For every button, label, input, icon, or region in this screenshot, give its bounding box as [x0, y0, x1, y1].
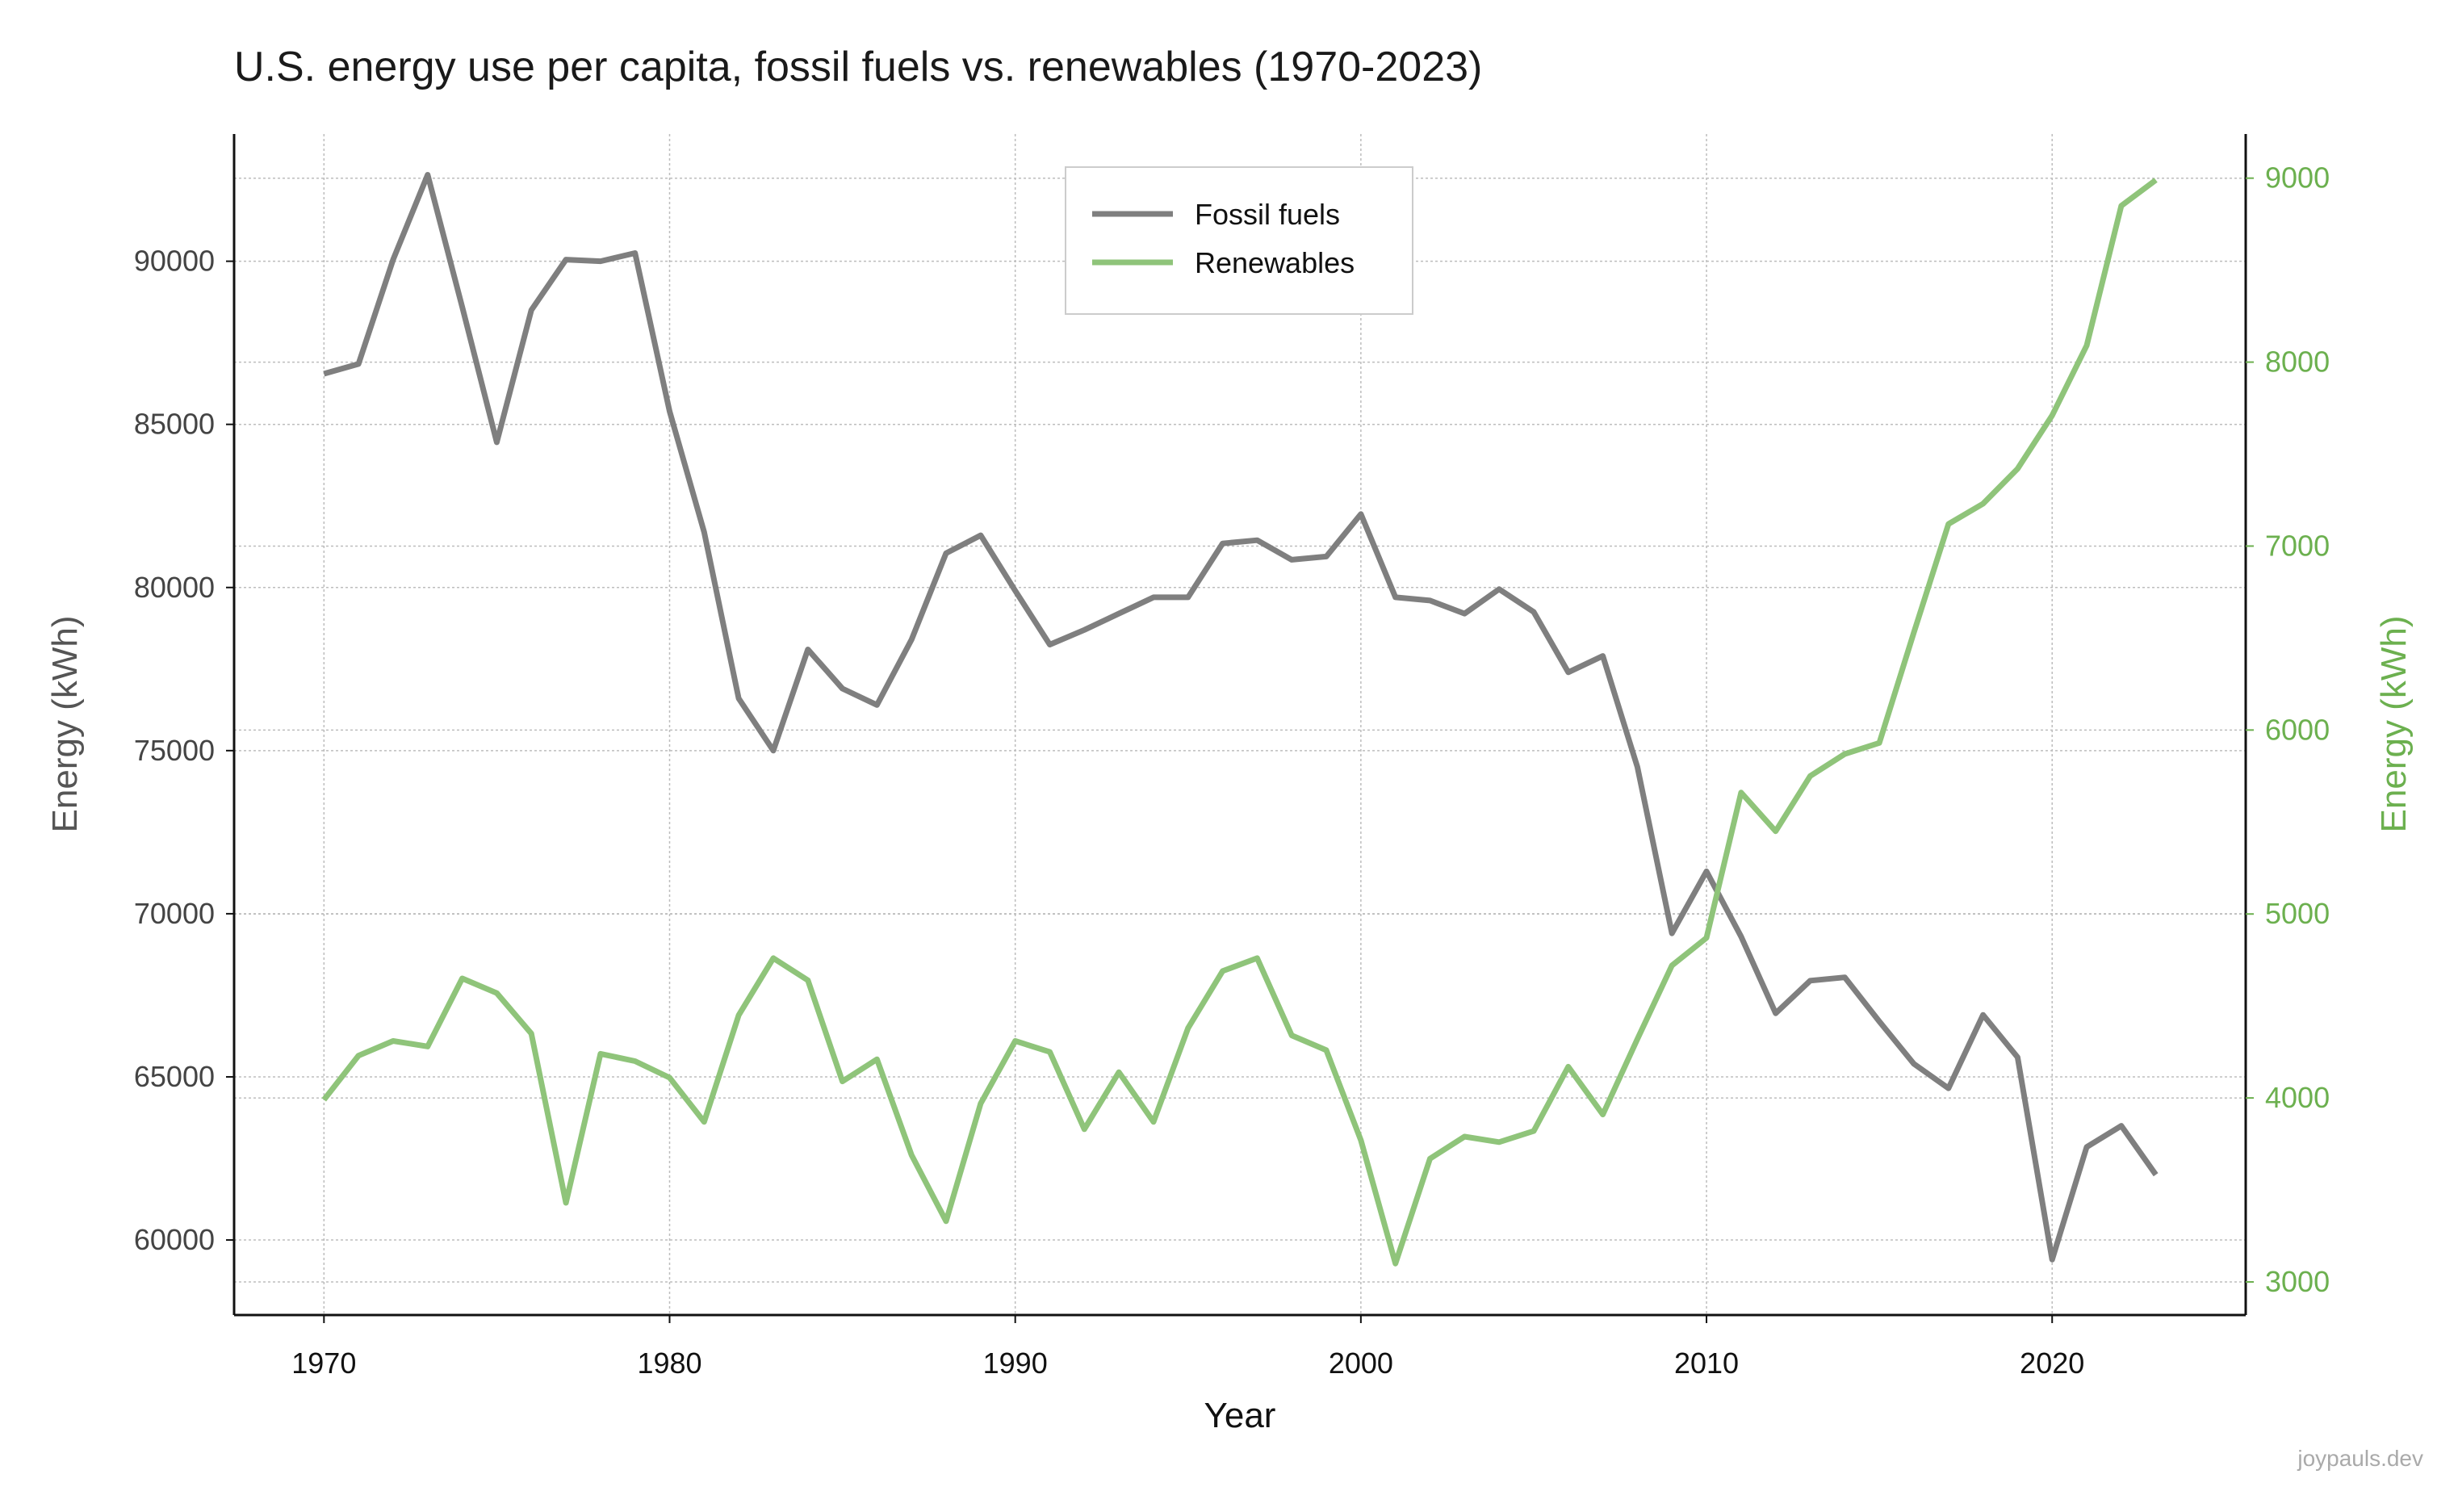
- chart-title: U.S. energy use per capita, fossil fuels…: [234, 44, 1482, 90]
- right-tick-label: 3000: [2265, 1265, 2330, 1298]
- x-tick-label: 1990: [983, 1347, 1048, 1380]
- right-tick-label: 6000: [2265, 713, 2330, 746]
- left-tick-label: 80000: [134, 571, 215, 604]
- legend-box: [1065, 166, 1413, 315]
- renewables-line: [321, 178, 2158, 1267]
- right-tick-label: 8000: [2265, 346, 2330, 379]
- left-tick-label: 70000: [134, 897, 215, 930]
- watermark: joypauls.dev: [2297, 1446, 2423, 1471]
- legend-label-fossil: Fossil fuels: [1195, 198, 1340, 231]
- right-axis-label: Energy (kWh): [2374, 616, 2414, 833]
- right-tick-label: 4000: [2265, 1081, 2330, 1114]
- x-tick-label: 2000: [1329, 1347, 1393, 1380]
- left-tick-label: 75000: [134, 734, 215, 767]
- left-tick-label: 90000: [134, 245, 215, 278]
- tick-labels: 1970 1980 1990 2000 2010 2020 60000 65000 70000 7…: [134, 161, 2330, 1380]
- right-tick-label: 5000: [2265, 897, 2330, 930]
- legend-label-renewables: Renewables: [1195, 246, 1355, 279]
- fossil-fuels-line: [323, 172, 2159, 1263]
- x-tick-label: 1980: [637, 1347, 701, 1380]
- x-axis-label: Year: [1204, 1396, 1276, 1435]
- grid: [234, 134, 2246, 1315]
- x-tick-label: 2010: [1674, 1347, 1739, 1380]
- x-tick-label: 2020: [2020, 1347, 2084, 1380]
- left-tick-label: 65000: [134, 1060, 215, 1093]
- legend: Fossil fuels Renewables: [1065, 166, 1413, 315]
- right-tick-label: 7000: [2265, 529, 2330, 562]
- series-lines: [321, 172, 2159, 1267]
- left-tick-label: 85000: [134, 408, 215, 441]
- right-tick-label: 9000: [2265, 161, 2330, 195]
- left-axis-label: Energy (kWh): [45, 616, 85, 833]
- x-tick-label: 1970: [291, 1347, 356, 1380]
- left-tick-label: 60000: [134, 1223, 215, 1256]
